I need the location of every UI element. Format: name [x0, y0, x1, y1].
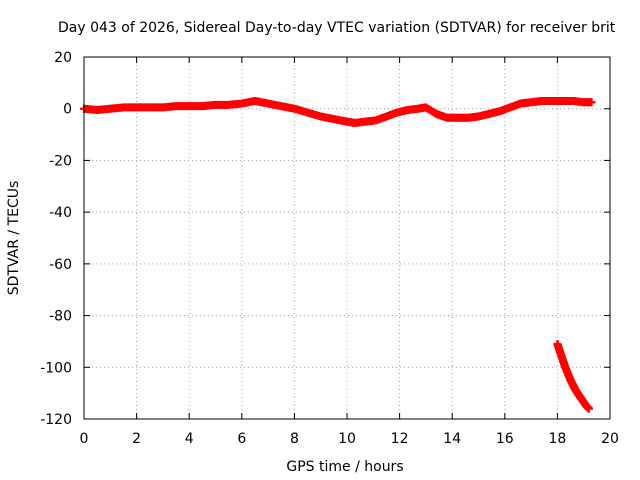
y-tick-label: -60 — [49, 257, 72, 273]
plot-frame — [83, 56, 611, 420]
x-tick-label: 6 — [237, 431, 246, 447]
y-tick-label: -80 — [49, 309, 72, 325]
data-point — [584, 404, 593, 413]
series-sdtvar-tail — [553, 340, 593, 413]
x-axis-label: GPS time / hours — [286, 459, 403, 475]
y-tick-label: 0 — [63, 102, 72, 118]
x-tick-label: 10 — [338, 431, 356, 447]
x-tick-label: 0 — [80, 431, 89, 447]
x-tick-label: 4 — [185, 431, 194, 447]
x-tick-label: 12 — [391, 431, 409, 447]
y-axis-label: SDTVAR / TECUs — [6, 181, 22, 296]
y-tick-label: -120 — [40, 412, 72, 428]
series-sdtvar-main — [80, 96, 596, 127]
x-tick-label: 18 — [548, 431, 566, 447]
y-tick-label: -40 — [49, 205, 72, 221]
x-tick-label: 20 — [601, 431, 619, 447]
data-points — [80, 96, 596, 413]
x-tick-label: 8 — [290, 431, 299, 447]
y-tick-label: -20 — [49, 153, 72, 169]
axis-ticks: 0 2 4 6 8 10 12 14 16 18 20 -120 -100 -80 -60 -40 -20 0 20 — [40, 50, 619, 447]
x-tick-label: 2 — [132, 431, 141, 447]
data-point — [587, 98, 596, 107]
x-tick-label: 16 — [496, 431, 514, 447]
x-tick-label: 14 — [443, 431, 461, 447]
y-tick-label: 20 — [54, 50, 72, 66]
y-tick-label: -100 — [40, 360, 72, 376]
chart-title: Day 043 of 2026, Sidereal Day-to-day VTE… — [58, 20, 616, 36]
